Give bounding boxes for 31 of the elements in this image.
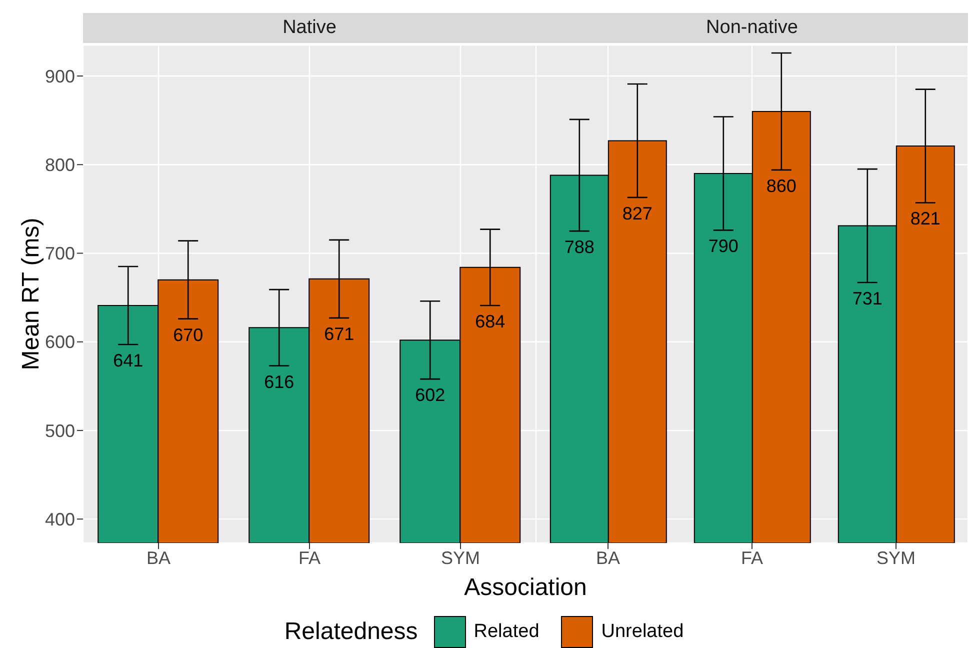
data-label: 788 (564, 237, 594, 258)
y-tick-label: 800 (44, 155, 75, 176)
x-tick-label: SYM (440, 548, 480, 568)
data-label: 731 (852, 288, 882, 308)
x-tick-label: BA (596, 548, 620, 568)
data-label: 790 (708, 236, 738, 256)
chart-title: Non-native (536, 13, 968, 43)
data-label: 860 (766, 176, 796, 196)
y-tick-label: 900 (44, 66, 75, 86)
legend-label: Unrelated (601, 621, 684, 643)
y-tick-label: 400 (44, 509, 75, 530)
y-tick-label: 500 (44, 420, 75, 441)
x-axis-title: Association (463, 574, 588, 602)
legend-title: Relatedness (284, 618, 418, 646)
chart-title: Native (83, 13, 536, 43)
x-tick-label: FA (298, 548, 321, 568)
x-tick-label: BA (146, 548, 171, 568)
data-label: 616 (264, 372, 294, 392)
y-tick-label: 700 (44, 244, 75, 264)
data-label: 670 (173, 324, 204, 345)
data-label: 684 (475, 312, 506, 332)
x-tick-label: SYM (876, 548, 916, 568)
data-label: 602 (415, 385, 446, 406)
y-axis-title: Mean RT (ms) (18, 218, 45, 370)
data-label: 641 (113, 350, 144, 371)
data-label: 821 (910, 208, 940, 229)
data-label: 827 (622, 203, 652, 224)
data-label: 671 (324, 324, 354, 344)
x-tick-label: FA (740, 548, 764, 568)
legend-label: Related (474, 621, 540, 643)
y-tick-label: 600 (44, 332, 75, 352)
